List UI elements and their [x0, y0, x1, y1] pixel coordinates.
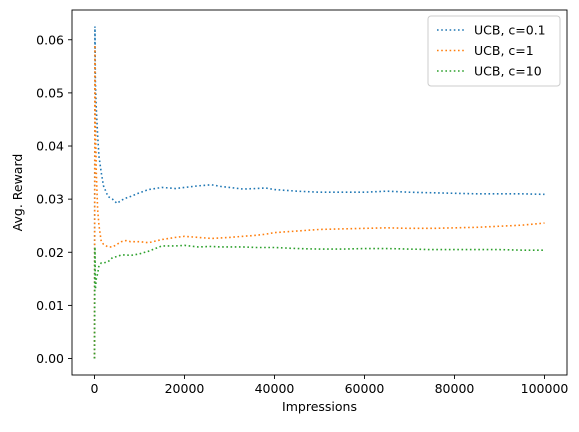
y-axis: 0.00 0.01 0.02 0.03 0.04 0.05 0.06 — [36, 32, 72, 366]
plot-area — [93, 26, 545, 359]
y-tick-label: 0.01 — [36, 298, 64, 313]
axes-frame — [71, 9, 568, 376]
x-tick-label: 100000 — [521, 381, 569, 396]
y-tick-label: 0.05 — [36, 85, 64, 100]
x-tick-label: 0 — [91, 381, 99, 396]
y-tick-label: 0.04 — [36, 139, 64, 154]
y-tick-label: 0.02 — [36, 245, 64, 260]
legend-label-2: UCB, c=1 — [474, 43, 534, 58]
x-axis-label: Impressions — [282, 399, 357, 414]
x-tick-label: 40000 — [255, 381, 295, 396]
legend-box — [427, 15, 561, 87]
y-tick-label: 0.03 — [36, 192, 64, 207]
legend: UCB, c=0.1 UCB, c=1 UCB, c=10 — [427, 15, 561, 87]
x-tick-label: 20000 — [165, 381, 205, 396]
y-tick-label: 0.06 — [36, 32, 64, 47]
x-axis: 0 20000 40000 60000 80000 100000 — [91, 375, 569, 396]
legend-label-3: UCB, c=10 — [474, 64, 542, 79]
y-tick-label: 0.00 — [36, 351, 64, 366]
series-line-2 — [93, 45, 545, 359]
x-tick-label: 60000 — [345, 381, 385, 396]
y-axis-label: Avg. Reward — [10, 154, 25, 232]
x-tick-label: 80000 — [435, 381, 475, 396]
series-line-3 — [93, 244, 545, 359]
legend-label-1: UCB, c=0.1 — [474, 23, 546, 38]
